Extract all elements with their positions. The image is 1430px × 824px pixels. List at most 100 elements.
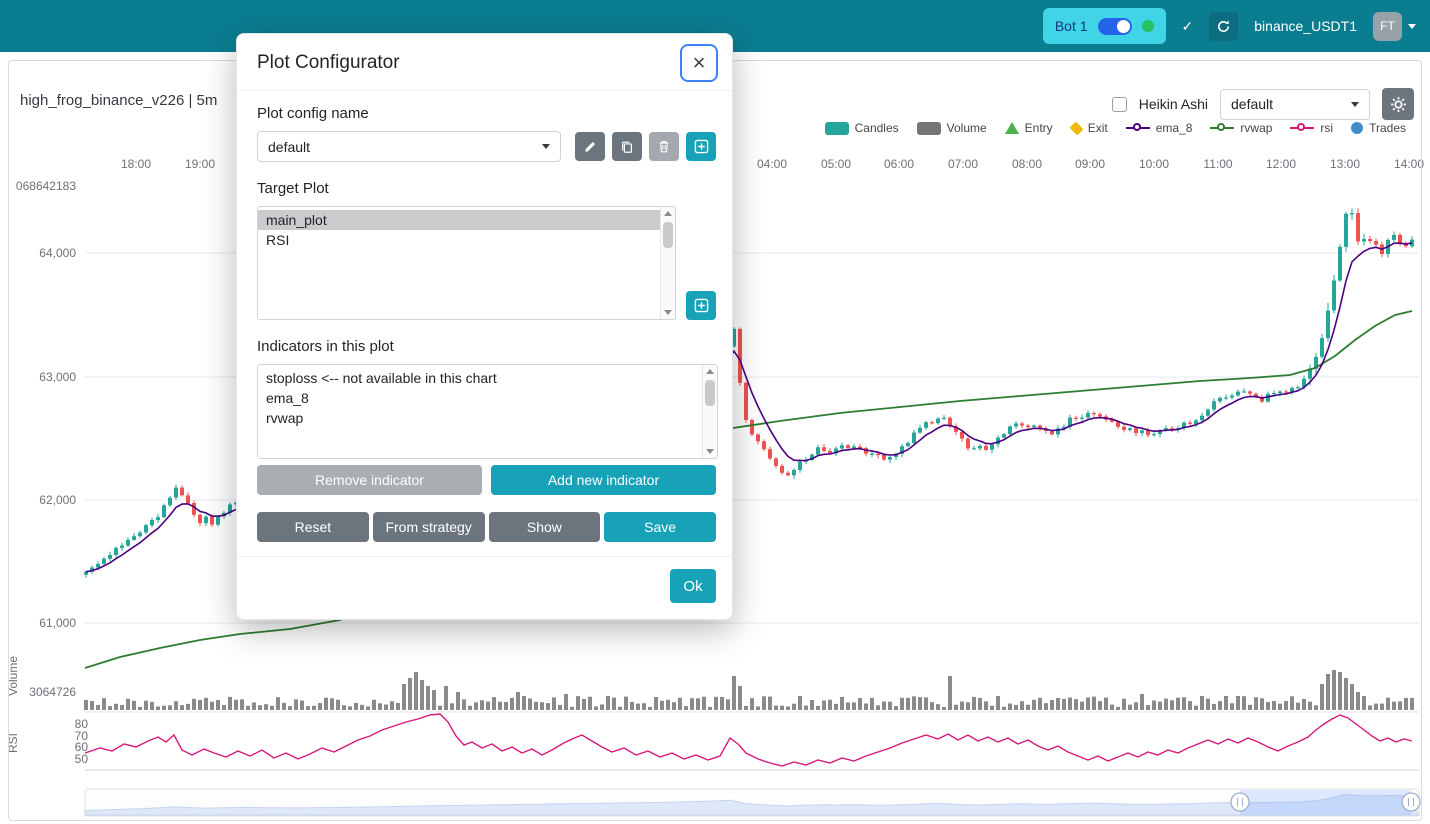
indicator-option-stoploss[interactable]: stoploss <-- not available in this chart: [266, 370, 497, 386]
plot-config-header-select-value: default: [1231, 96, 1274, 112]
save-button[interactable]: Save: [604, 512, 716, 542]
add-config-button[interactable]: [686, 132, 717, 161]
datazoom-slider[interactable]: [84, 788, 1421, 817]
svg-text:068642183: 068642183: [16, 179, 76, 193]
plus-square-icon: [694, 139, 708, 154]
bot-selector[interactable]: Bot 1: [1042, 8, 1166, 44]
legend-item-candles[interactable]: Candles: [824, 121, 899, 135]
add-indicator-button[interactable]: Add new indicator: [491, 465, 716, 495]
plot-config-header-select[interactable]: default: [1220, 88, 1370, 120]
chart-title: high_frog_binance_v226 | 5m: [20, 92, 218, 109]
bot-toggle[interactable]: [1097, 17, 1132, 35]
chevron-down-icon: [542, 144, 551, 149]
remove-indicator-button[interactable]: Remove indicator: [257, 465, 482, 495]
svg-text:64,000: 64,000: [39, 246, 76, 260]
autorefresh-check-icon[interactable]: ✓: [1181, 17, 1194, 34]
scrollbar-thumb[interactable]: [663, 222, 674, 248]
volume-marker: [916, 121, 941, 135]
svg-text:11:00: 11:00: [1203, 157, 1232, 171]
svg-text:14:00: 14:00: [1394, 157, 1424, 171]
legend-item-exit[interactable]: Exit: [1069, 120, 1108, 136]
svg-text:06:00: 06:00: [884, 157, 914, 171]
scroll-up-icon[interactable]: [703, 365, 717, 378]
legend-item-entry[interactable]: Entry: [1004, 121, 1053, 135]
legend-item-trades[interactable]: Trades: [1351, 121, 1406, 135]
trash-icon: [659, 140, 669, 152]
chevron-down-icon: [1351, 101, 1359, 107]
legend-item-rvwap[interactable]: rvwap: [1210, 121, 1272, 135]
copy-config-button[interactable]: [612, 132, 643, 161]
target-plot-option-main-plot[interactable]: main_plot: [258, 210, 661, 230]
svg-text:05:00: 05:00: [821, 157, 851, 171]
bot-name-label: Bot 1: [1054, 18, 1088, 34]
plus-square-icon: [694, 298, 708, 313]
target-plot-listbox[interactable]: main_plot RSI: [257, 206, 677, 320]
svg-text:3064726: 3064726: [29, 685, 76, 699]
svg-text:63,000: 63,000: [39, 370, 76, 384]
plot-settings-button[interactable]: [1382, 88, 1414, 120]
svg-text:13:00: 13:00: [1330, 157, 1360, 171]
refresh-icon: [1218, 20, 1230, 32]
svg-text:04:00: 04:00: [757, 157, 787, 171]
legend-item-ema8[interactable]: ema_8: [1125, 121, 1192, 135]
svg-text:18:00: 18:00: [121, 157, 151, 171]
svg-text:RSI: RSI: [6, 733, 20, 753]
rvwap-line: [84, 310, 1413, 669]
copy-icon: [622, 141, 633, 153]
volume-layer: [84, 670, 1414, 710]
rsi-marker: [1290, 122, 1315, 134]
ema8-marker: [1125, 122, 1150, 134]
plot-config-name-select[interactable]: default: [257, 131, 562, 162]
scroll-down-icon[interactable]: [661, 306, 675, 319]
from-strategy-button[interactable]: From strategy: [372, 512, 485, 542]
edit-config-button[interactable]: [575, 132, 606, 161]
exit-marker: [1069, 120, 1084, 136]
scroll-down-icon[interactable]: [703, 445, 717, 458]
indicators-listbox[interactable]: stoploss <-- not available in this chart…: [257, 364, 718, 459]
trades-marker: [1351, 122, 1364, 134]
rsi-line: [84, 713, 1413, 767]
modal-close-button[interactable]: ×: [680, 44, 718, 82]
show-button[interactable]: Show: [488, 512, 601, 542]
plot-config-name-select-value: default: [268, 138, 311, 155]
datazoom-handle-left[interactable]: [1230, 792, 1250, 812]
user-menu[interactable]: FT: [1373, 11, 1416, 41]
reset-button[interactable]: Reset: [257, 512, 369, 542]
svg-text:50: 50: [75, 752, 89, 766]
indicator-option-rvwap[interactable]: rvwap: [266, 410, 304, 426]
scrollbar-thumb[interactable]: [705, 380, 715, 406]
legend-item-volume[interactable]: Volume: [916, 121, 987, 135]
svg-text:10:00: 10:00: [1139, 157, 1169, 171]
delete-config-button[interactable]: [649, 132, 680, 161]
svg-text:60: 60: [75, 740, 89, 754]
listbox-scrollbar[interactable]: [660, 207, 676, 319]
target-plot-label: Target Plot: [257, 180, 329, 197]
bot-pair-label: binance_USDT1: [1254, 18, 1357, 34]
rvwap-marker: [1210, 122, 1235, 134]
indicator-option-ema8[interactable]: ema_8: [266, 390, 309, 406]
heikin-ashi-label: Heikin Ashi: [1138, 96, 1208, 112]
svg-text:19:00: 19:00: [185, 157, 215, 171]
indicators-label: Indicators in this plot: [257, 338, 394, 355]
gear-icon: [1390, 96, 1406, 112]
target-plot-option-rsi[interactable]: RSI: [266, 232, 290, 248]
bot-online-status-dot: [1141, 20, 1154, 32]
svg-text:12:00: 12:00: [1266, 157, 1296, 171]
bot-toggle-knob: [1116, 19, 1130, 33]
plot-config-name-label: Plot config name: [257, 105, 369, 122]
caret-down-icon: [1408, 23, 1416, 29]
legend-item-rsi[interactable]: rsi: [1290, 121, 1333, 135]
datazoom-handle-right[interactable]: [1401, 792, 1421, 812]
pencil-icon: [585, 141, 596, 152]
svg-text:08:00: 08:00: [1012, 157, 1042, 171]
ok-button[interactable]: Ok: [670, 569, 716, 603]
svg-text:80: 80: [75, 717, 89, 731]
scroll-up-icon[interactable]: [661, 207, 675, 220]
listbox-scrollbar[interactable]: [702, 365, 717, 458]
svg-text:09:00: 09:00: [1075, 157, 1105, 171]
avatar: FT: [1373, 11, 1402, 41]
close-icon: ×: [692, 50, 706, 75]
refresh-button[interactable]: [1209, 11, 1239, 41]
add-plot-button[interactable]: [686, 291, 716, 320]
heikin-ashi-checkbox[interactable]: [1111, 96, 1127, 112]
